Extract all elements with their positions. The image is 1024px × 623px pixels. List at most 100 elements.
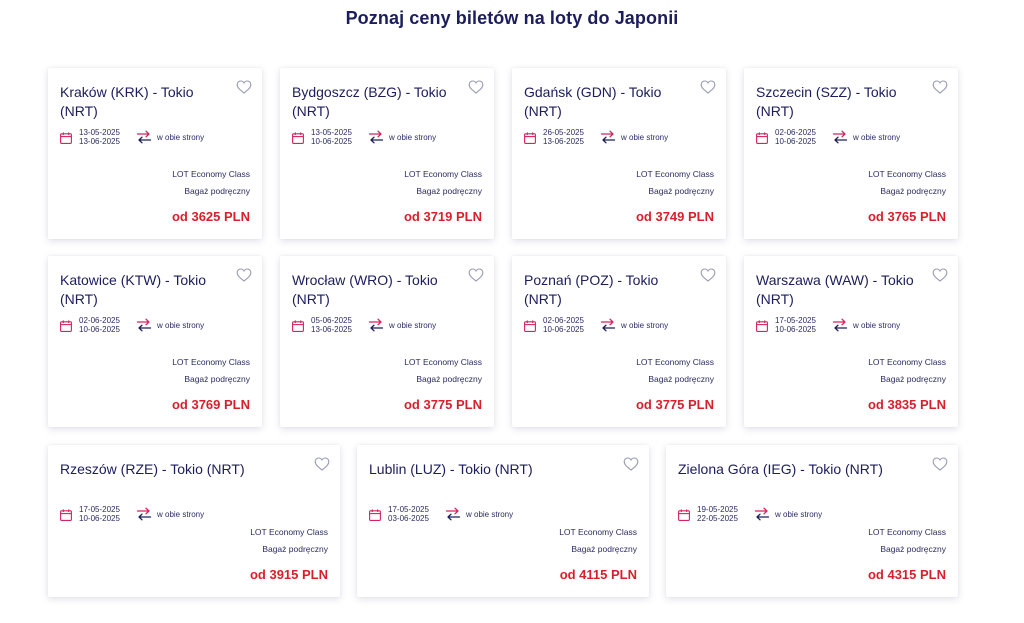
travel-dates: 05-06-2025 13-06-2025	[292, 316, 352, 334]
heart-icon[interactable]	[468, 267, 484, 283]
offer-card[interactable]: Bydgoszcz (BZG) - Tokio (NRT) 13-05-2025 1…	[280, 68, 494, 239]
date-to: 13-06-2025	[543, 137, 584, 146]
baggage-info: Bagaż podręczny	[648, 374, 714, 384]
route-title: Kraków (KRK) - Tokio (NRT)	[60, 84, 194, 119]
price: od 4315 PLN	[867, 567, 946, 582]
trip-type: w obie strony	[136, 130, 204, 144]
price: od 3719 PLN	[403, 209, 482, 224]
price: od 3625 PLN	[171, 209, 250, 224]
baggage-info: Bagaż podręczny	[571, 544, 637, 554]
heart-icon[interactable]	[932, 79, 948, 95]
heart-icon[interactable]	[932, 267, 948, 283]
date-to: 13-06-2025	[79, 137, 120, 146]
heart-icon[interactable]	[932, 456, 948, 472]
heart-icon[interactable]	[700, 267, 716, 283]
travel-dates: 19-05-2025 22-05-2025	[678, 505, 738, 523]
date-to: 22-05-2025	[697, 514, 738, 523]
heart-icon[interactable]	[468, 79, 484, 95]
fare-class: LOT Economy Class	[172, 357, 250, 367]
trip-type: w obie strony	[832, 318, 900, 332]
trip-type-label: w obie strony	[389, 320, 437, 330]
calendar-icon	[60, 508, 72, 521]
heart-icon[interactable]	[236, 267, 252, 283]
round-trip-arrows-icon	[368, 318, 384, 332]
fare-class: LOT Economy Class	[868, 357, 946, 367]
calendar-icon	[756, 319, 768, 332]
offer-card[interactable]: Poznań (POZ) - Tokio (NRT) 02-06-2025 10-0…	[512, 256, 726, 427]
date-from: 17-05-2025	[388, 505, 429, 514]
offer-card[interactable]: Lublin (LUZ) - Tokio (NRT) 17-05-2025 03-0…	[357, 445, 649, 597]
route-title: Warszawa (WAW) - Tokio (NRT)	[756, 272, 914, 307]
calendar-icon	[292, 319, 304, 332]
fare-class: LOT Economy Class	[172, 169, 250, 179]
fare-class: LOT Economy Class	[404, 169, 482, 179]
offer-card[interactable]: Warszawa (WAW) - Tokio (NRT) 17-05-2025 10…	[744, 256, 958, 427]
price: od 3775 PLN	[635, 397, 714, 412]
route-title: Zielona Góra (IEG) - Tokio (NRT)	[678, 461, 883, 477]
fare-class: LOT Economy Class	[868, 527, 946, 537]
round-trip-arrows-icon	[600, 130, 616, 144]
offer-card[interactable]: Szczecin (SZZ) - Tokio (NRT) 02-06-2025 10…	[744, 68, 958, 239]
round-trip-arrows-icon	[754, 507, 770, 521]
date-from: 13-05-2025	[311, 128, 352, 137]
date-to: 10-06-2025	[79, 325, 120, 334]
price: od 3765 PLN	[867, 209, 946, 224]
offer-card[interactable]: Zielona Góra (IEG) - Tokio (NRT) 19-05-20…	[666, 445, 958, 597]
baggage-info: Bagaż podręczny	[648, 186, 714, 196]
price: od 3749 PLN	[635, 209, 714, 224]
round-trip-arrows-icon	[445, 507, 461, 521]
baggage-info: Bagaż podręczny	[262, 544, 328, 554]
route-title: Wrocław (WRO) - Tokio (NRT)	[292, 272, 438, 307]
date-from: 02-06-2025	[79, 316, 120, 325]
travel-dates: 02-06-2025 10-06-2025	[524, 316, 584, 334]
round-trip-arrows-icon	[136, 507, 152, 521]
date-from: 17-05-2025	[79, 505, 120, 514]
page-title: Poznaj ceny biletów na loty do Japonii	[345, 8, 679, 28]
heart-icon[interactable]	[314, 456, 330, 472]
heart-icon[interactable]	[700, 79, 716, 95]
route-title: Poznań (POZ) - Tokio (NRT)	[524, 272, 659, 307]
baggage-info: Bagaż podręczny	[880, 186, 946, 196]
date-from: 17-05-2025	[775, 316, 816, 325]
round-trip-arrows-icon	[600, 318, 616, 332]
trip-type-label: w obie strony	[621, 320, 669, 330]
trip-type: w obie strony	[832, 130, 900, 144]
baggage-info: Bagaż podręczny	[184, 186, 250, 196]
trip-type-label: w obie strony	[621, 132, 669, 142]
price: od 3915 PLN	[249, 567, 328, 582]
date-from: 05-06-2025	[311, 316, 352, 325]
offer-card[interactable]: Kraków (KRK) - Tokio (NRT) 13-05-2025 13-0…	[48, 68, 262, 239]
heart-icon[interactable]	[236, 79, 252, 95]
trip-type: w obie strony	[600, 318, 668, 332]
trip-type-label: w obie strony	[466, 509, 514, 519]
offer-card[interactable]: Katowice (KTW) - Tokio (NRT) 02-06-2025 10…	[48, 256, 262, 427]
heart-icon[interactable]	[623, 456, 639, 472]
travel-dates: 02-06-2025 10-06-2025	[756, 128, 816, 146]
trip-type: w obie strony	[445, 507, 513, 521]
offer-card[interactable]: Rzeszów (RZE) - Tokio (NRT) 17-05-2025 10-…	[48, 445, 340, 597]
trip-type-label: w obie strony	[157, 509, 205, 519]
fare-class: LOT Economy Class	[250, 527, 328, 537]
travel-dates: 13-05-2025 13-06-2025	[60, 128, 120, 146]
travel-dates: 13-05-2025 10-06-2025	[292, 128, 352, 146]
travel-dates: 02-06-2025 10-06-2025	[60, 316, 120, 334]
price: od 4115 PLN	[559, 567, 637, 582]
travel-dates: 26-05-2025 13-06-2025	[524, 128, 584, 146]
price: od 3835 PLN	[867, 397, 946, 412]
baggage-info: Bagaż podręczny	[880, 374, 946, 384]
trip-type-label: w obie strony	[775, 509, 823, 519]
trip-type: w obie strony	[600, 130, 668, 144]
offer-card[interactable]: Gdańsk (GDN) - Tokio (NRT) 26-05-2025 13-0…	[512, 68, 726, 239]
date-from: 26-05-2025	[543, 128, 584, 137]
offer-card[interactable]: Wrocław (WRO) - Tokio (NRT) 05-06-2025 13-…	[280, 256, 494, 427]
date-from: 02-06-2025	[775, 128, 816, 137]
fare-class: LOT Economy Class	[636, 357, 714, 367]
price: od 3775 PLN	[403, 397, 482, 412]
baggage-info: Bagaż podręczny	[184, 374, 250, 384]
round-trip-arrows-icon	[136, 130, 152, 144]
fare-class: LOT Economy Class	[868, 169, 946, 179]
round-trip-arrows-icon	[832, 318, 848, 332]
round-trip-arrows-icon	[832, 130, 848, 144]
travel-dates: 17-05-2025 10-06-2025	[756, 316, 816, 334]
fare-class: LOT Economy Class	[404, 357, 482, 367]
